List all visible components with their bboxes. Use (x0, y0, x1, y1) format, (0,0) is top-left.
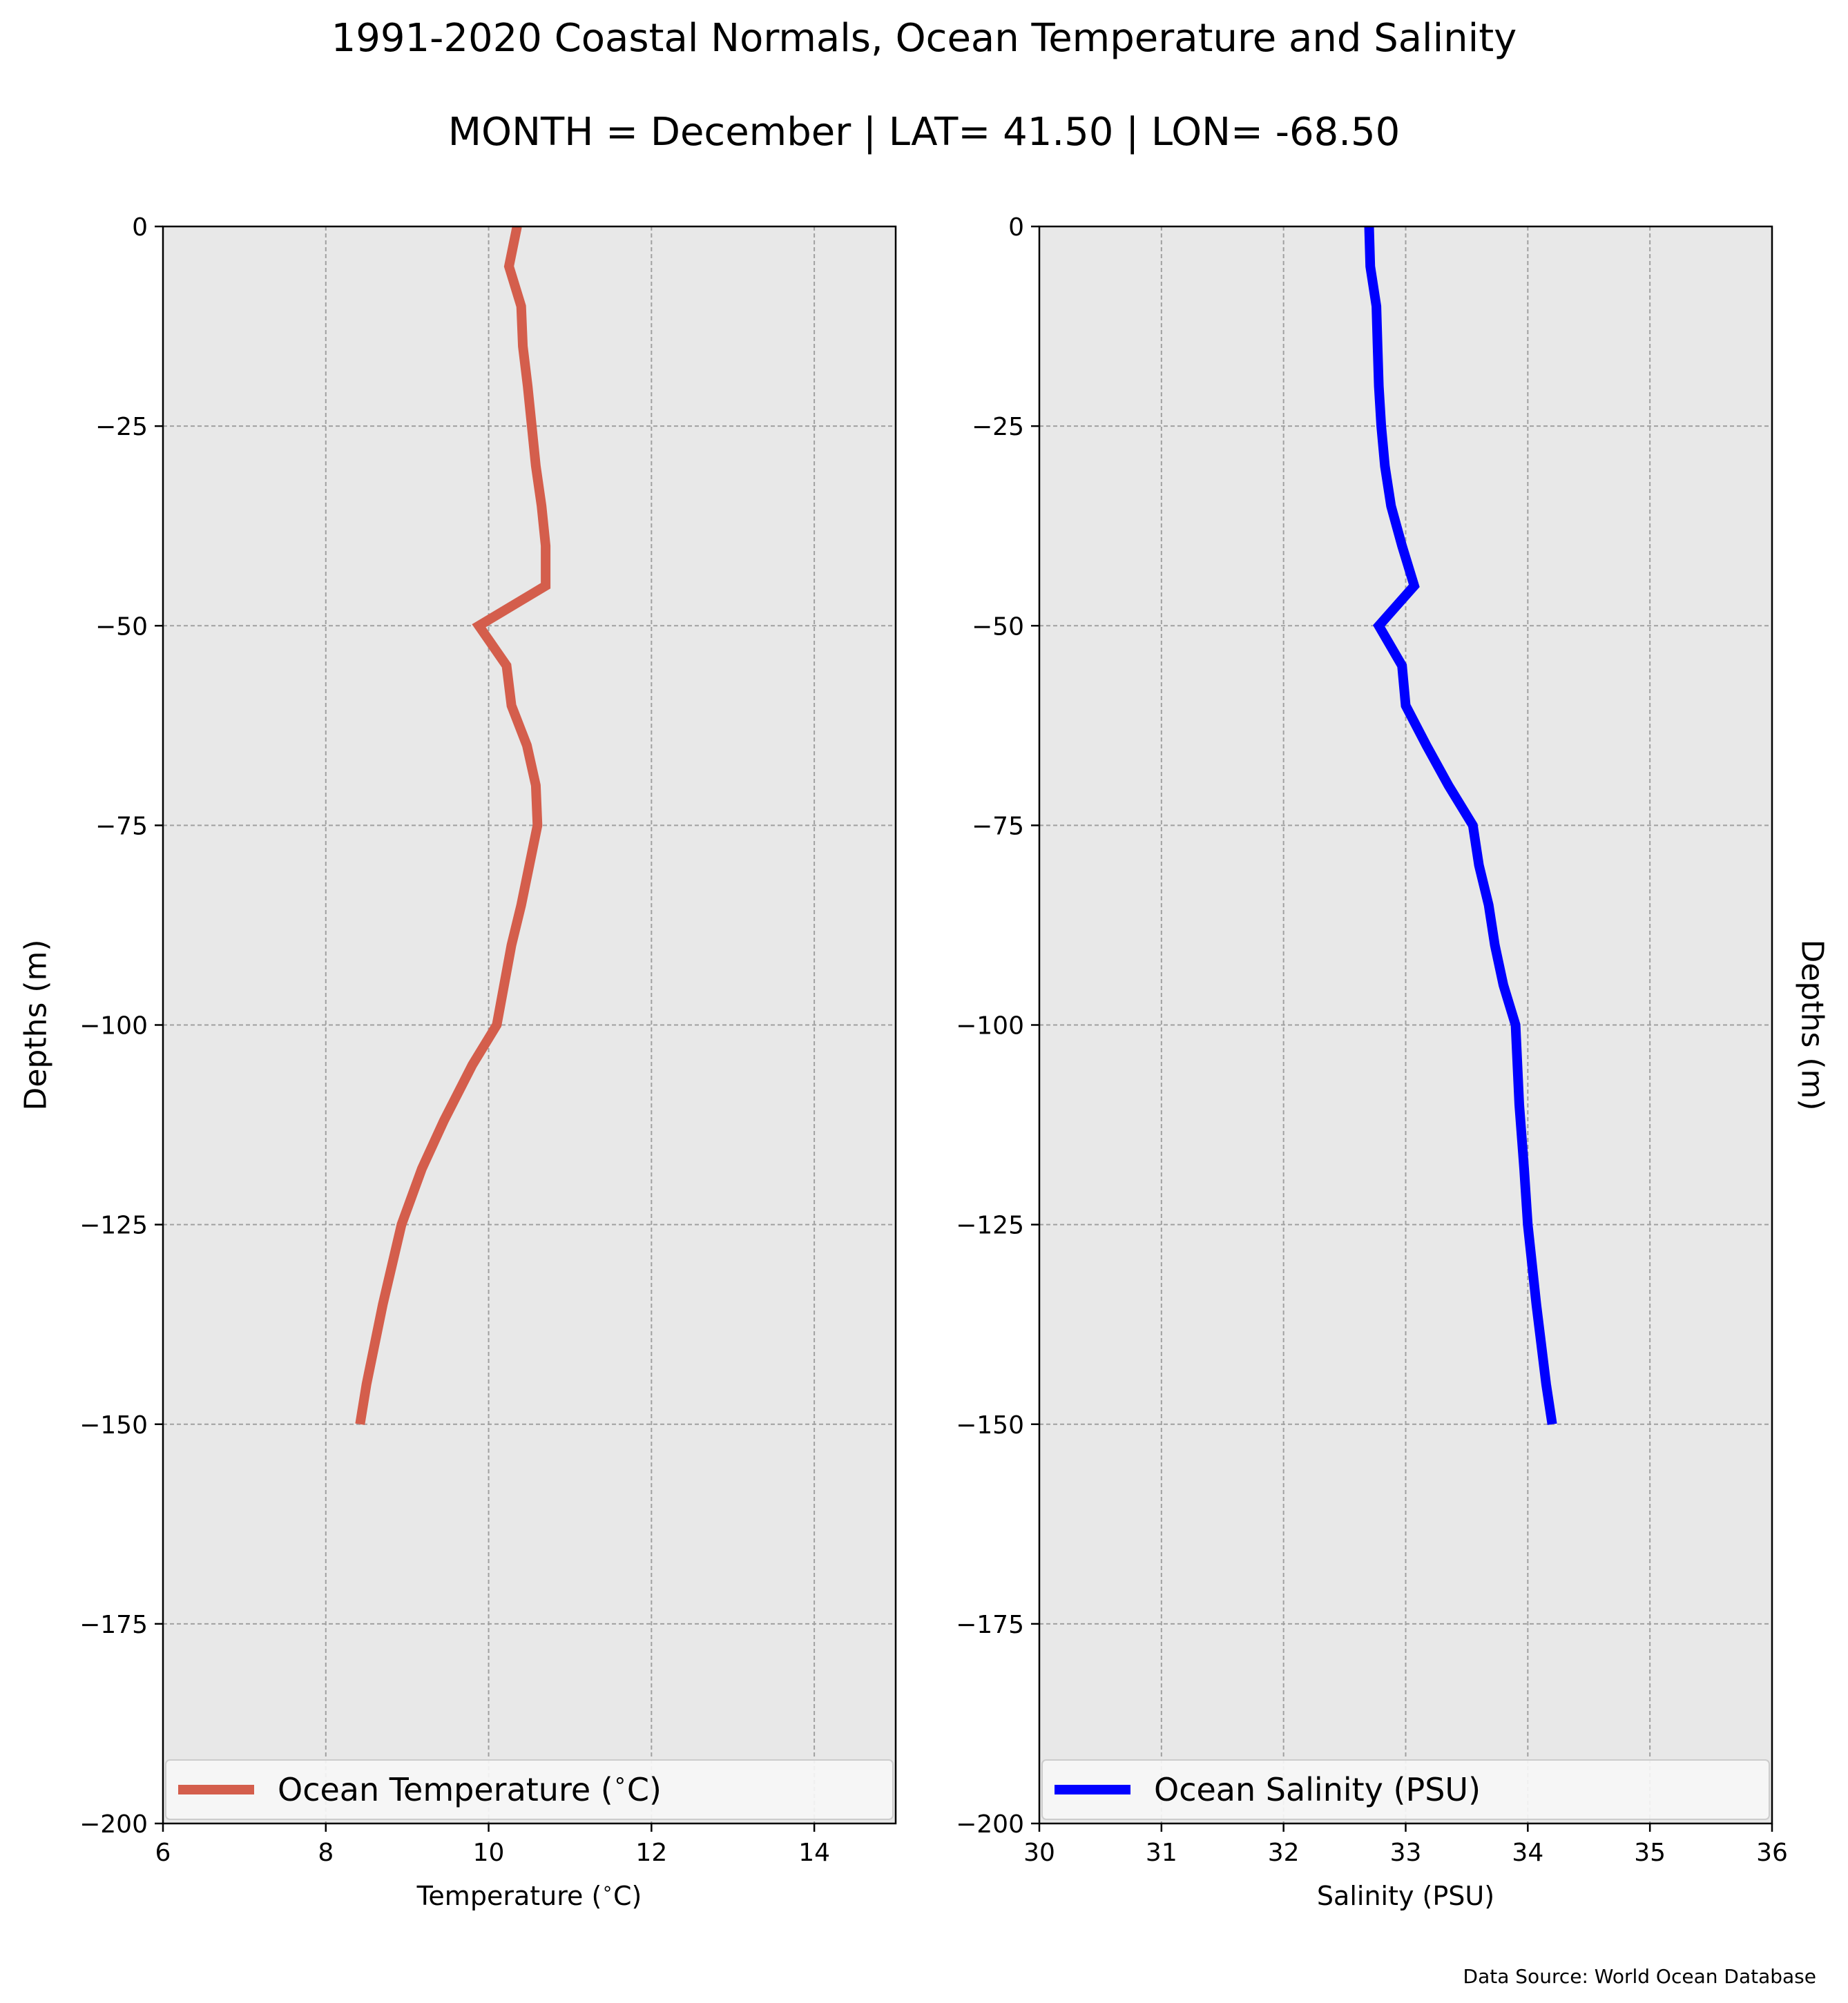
y-axis-label: Depths (m) (19, 939, 54, 1110)
x-tick-label: 31 (1146, 1839, 1177, 1867)
y-tick-label: −50 (972, 612, 1024, 641)
legend: Ocean Temperature (∘C) (165, 1759, 894, 1820)
temperature-panel: 6 8 10 12 140−25−50−75−100−125−150−175−200Te… (19, 213, 897, 1911)
x-tick-label: 30 (1023, 1839, 1055, 1867)
y-tick-label: −50 (95, 612, 148, 641)
x-tick-label: 36 (1756, 1839, 1788, 1867)
y-tick-label: −200 (956, 1810, 1024, 1839)
y-tick-label: −150 (79, 1411, 148, 1440)
y-tick-label: −75 (972, 812, 1024, 840)
x-tick-label: 33 (1390, 1839, 1422, 1867)
y-tick-label: −75 (95, 812, 148, 840)
x-tick-label: 35 (1634, 1839, 1666, 1867)
series-line (355, 225, 551, 1425)
x-tick-label: 34 (1512, 1839, 1543, 1867)
x-tick-label: 10 (473, 1839, 505, 1867)
x-tick-label: 12 (635, 1839, 667, 1867)
figure-subtitle: MONTH = December | LAT= 41.50 | LON= -68… (448, 110, 1401, 155)
y-tick-label: −25 (95, 413, 148, 441)
legend-label: Ocean Temperature (∘C) (278, 1767, 662, 1808)
legend: Ocean Salinity (PSU) (1041, 1759, 1770, 1820)
y-tick-label: −175 (79, 1611, 148, 1639)
y-tick-label: 0 (132, 213, 148, 242)
x-tick-label: 6 (155, 1839, 171, 1867)
figure-title: 1991-2020 Coastal Normals, Ocean Tempera… (331, 16, 1517, 61)
legend-box (165, 1759, 894, 1820)
y-tick-label: −100 (956, 1012, 1024, 1041)
series-line (1364, 226, 1557, 1425)
y-tick-label: −100 (79, 1012, 148, 1041)
y-tick-label: −125 (79, 1212, 148, 1240)
x-tick-label: 14 (798, 1839, 830, 1867)
y-tick-label: −200 (79, 1810, 148, 1839)
x-tick-label: 8 (318, 1839, 334, 1867)
x-axis-label: Salinity (PSU) (1317, 1881, 1494, 1911)
y-tick-label: −175 (956, 1611, 1024, 1639)
y-tick-label: −150 (956, 1411, 1024, 1440)
y-tick-label: 0 (1008, 213, 1024, 242)
legend-box (1041, 1759, 1770, 1820)
x-tick-label: 32 (1268, 1839, 1300, 1867)
data-source-note: Data Source: World Ocean Database (1463, 1965, 1816, 1988)
legend-label: Ocean Salinity (PSU) (1154, 1771, 1481, 1808)
y-tick-label: −25 (972, 413, 1024, 441)
salinity-panel: 30 31 32 33 34 35 36 0 −25 −50 −75 −100 −125 −150 −175… (956, 213, 1829, 1911)
y-axis-label: Depths (m) (1795, 939, 1830, 1110)
y-tick-label: −125 (956, 1212, 1024, 1240)
